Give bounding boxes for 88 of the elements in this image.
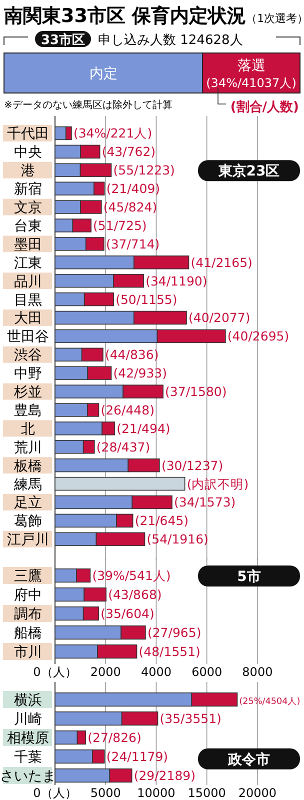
y-tick-label: 33市区 <box>40 32 86 48</box>
x-tick-label: 15000 <box>188 786 226 800</box>
y-tick-label: 杉並 <box>13 384 42 401</box>
data-label: (50/1155) <box>116 292 178 307</box>
data-label: (37/1580) <box>165 384 227 400</box>
y-tick-label: 新宿 <box>14 182 42 198</box>
data-label: (39%/541人) <box>92 568 171 583</box>
y-tick-label: 世田谷 <box>7 329 49 346</box>
data-label: (35/604) <box>100 606 154 621</box>
data-label: (27/965) <box>147 625 202 640</box>
y-tick-label: 千葉 <box>14 750 42 766</box>
data-label: (54/1916) <box>146 532 208 547</box>
data-label: (27/826) <box>88 730 142 745</box>
series-label: 内定 <box>89 66 118 82</box>
data-label: (28/437) <box>96 439 150 454</box>
y-tick-label: 港 <box>21 163 35 180</box>
y-tick-label: 川崎 <box>14 712 42 728</box>
data-label: (21/645) <box>134 513 189 528</box>
y-tick-label: 渋谷 <box>14 348 42 364</box>
data-label: (37/714) <box>106 236 160 252</box>
annotation: 5市 <box>237 568 261 585</box>
data-label: (30/1237) <box>161 458 224 473</box>
y-tick-label: 相模原 <box>7 730 49 746</box>
y-tick-label: さいたま <box>0 768 56 784</box>
data-label: (51/725) <box>93 218 147 233</box>
y-tick-label: 調布 <box>14 606 42 622</box>
data-label: (34%/41037人) <box>206 76 296 90</box>
data-label: (34/1190) <box>146 273 208 288</box>
chart-title: 南関東33市区 保育内定状況 <box>3 5 246 27</box>
data-label: (25%/4504人) <box>239 696 300 707</box>
x-tick-label: 6000 <box>192 665 222 679</box>
data-label: (43/762) <box>102 144 156 160</box>
data-label: (41/2165) <box>190 254 252 270</box>
x-tick-label: 2000 <box>90 665 121 679</box>
data-label: (48/1551) <box>138 644 200 659</box>
series-label: 落選 <box>237 58 266 74</box>
x-tick-label: 0（人） <box>33 786 77 800</box>
data-label: (43/868) <box>108 587 162 602</box>
y-tick-label: 江東 <box>14 255 42 272</box>
data-label: (21/409) <box>106 181 160 196</box>
y-tick-label: 江戸川 <box>7 532 49 548</box>
y-tick-label: 台東 <box>14 218 42 234</box>
y-tick-label: 船橋 <box>14 626 42 642</box>
y-tick-label: 北 <box>21 421 35 438</box>
data-label: (29/2189) <box>134 768 196 783</box>
x-tick-label: 0（人） <box>33 665 77 679</box>
data-label: (34%/221人) <box>73 126 152 141</box>
y-tick-label: 三鷹 <box>14 568 42 584</box>
y-tick-label: 横浜 <box>14 692 42 708</box>
y-tick-label: 板橋 <box>13 458 42 474</box>
x-tick-label: 8000 <box>242 665 273 679</box>
data-label: (35/3551) <box>160 711 222 726</box>
data-label: (内訳不明) <box>186 476 249 492</box>
y-tick-label: 練馬 <box>13 476 42 493</box>
data-label: (40/2695) <box>227 328 290 344</box>
y-tick-label: 足立 <box>14 495 42 512</box>
y-tick-label: 大田 <box>14 310 42 327</box>
data-label: (34/1573) <box>174 494 236 510</box>
x-tick-label: 20000 <box>238 786 277 800</box>
data-label: (40/2077) <box>188 310 250 326</box>
y-tick-label: 中央 <box>14 144 42 161</box>
data-label: (24/1179) <box>106 749 168 764</box>
annotation: 政令市 <box>227 750 270 768</box>
y-tick-label: 品川 <box>14 274 42 290</box>
annotation: ※データのない練馬区は除外して計算 <box>4 99 172 111</box>
data-label: (42/933) <box>113 366 167 381</box>
x-tick-label: 5000 <box>90 786 121 800</box>
x-tick-label: 10000 <box>137 786 176 800</box>
data-label: (44/836) <box>104 347 159 362</box>
data-label: (26/448) <box>100 402 154 418</box>
y-tick-label: 目黒 <box>14 292 42 308</box>
annotation: 東京23区 <box>217 162 280 180</box>
y-tick-label: 市川 <box>14 644 42 660</box>
y-tick-label: 府中 <box>14 588 42 604</box>
y-tick-label: 豊島 <box>14 402 42 419</box>
annotation: 申し込み人数 124628人 <box>98 33 243 48</box>
chart-subtitle: （1次選考） <box>246 12 304 25</box>
y-tick-label: 葛飾 <box>14 514 42 530</box>
y-tick-label: 文京 <box>14 200 42 216</box>
x-tick-label: 4000 <box>140 665 172 679</box>
data-label: (21/494) <box>116 420 170 436</box>
data-label: (45/824) <box>103 200 158 215</box>
y-tick-label: 中野 <box>14 366 42 382</box>
y-tick-label: 墨田 <box>14 236 42 253</box>
annotation: (割合/人数) <box>230 99 299 115</box>
y-tick-label: 千代田 <box>7 126 49 142</box>
y-tick-label: 荒川 <box>14 440 42 456</box>
data-label: (55/1223) <box>113 162 175 178</box>
